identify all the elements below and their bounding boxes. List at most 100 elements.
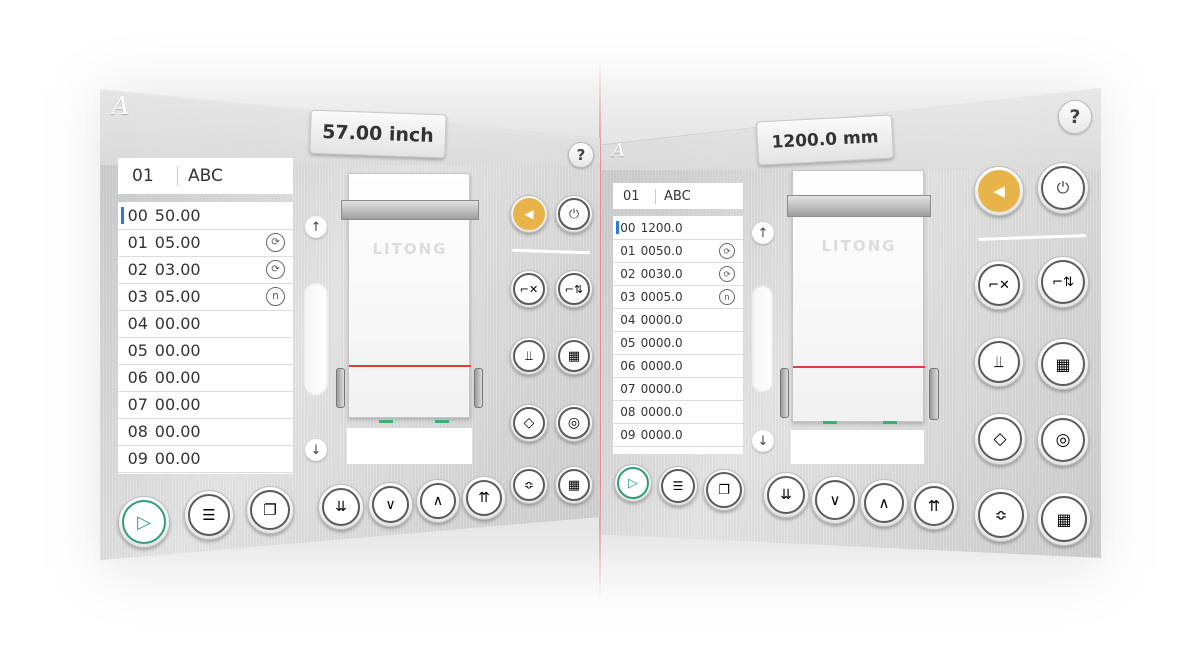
left-target-button[interactable]: ◎ (555, 404, 593, 442)
right-step-list[interactable]: 00 1200.0 01 0050.0 ⟳ 02 0030.0 ⟳ 03 0005.0 n 04 000… (613, 216, 743, 454)
list-item[interactable]: 03 05.00 n (118, 283, 293, 311)
right-clamp-updown-button[interactable]: ◇ (974, 413, 1026, 465)
right-copy-button[interactable]: ❐ (703, 469, 745, 511)
list-item[interactable]: 00 50.00 (118, 202, 293, 230)
program-number: 01 (132, 166, 154, 186)
program-number: 01 (623, 188, 640, 204)
right-air-table-button[interactable]: ⫫ (974, 337, 1024, 387)
list-item[interactable]: 04 00.00 (118, 310, 293, 338)
list-item[interactable]: 02 03.00 ⟳ (118, 256, 293, 284)
list-item[interactable]: 07 0000.0 (613, 377, 743, 401)
left-scrollbar[interactable] (303, 282, 328, 396)
left-knife-adjust-button[interactable]: ⌐⇅ (555, 270, 593, 308)
step-value: 0005.0 (640, 289, 683, 304)
right-target-button[interactable]: ◎ (1037, 414, 1089, 466)
left-help-button[interactable]: ? (568, 142, 594, 168)
left-cut-line (349, 365, 471, 367)
step-number: 05 (620, 335, 636, 350)
right-grid-button[interactable]: ▦ (1037, 492, 1091, 546)
left-side-guide-right (474, 368, 483, 408)
list-item[interactable]: 03 0005.0 n (613, 285, 743, 309)
left-fast-up-button[interactable]: ⇈ (462, 476, 506, 520)
step-value: 50.00 (154, 206, 201, 225)
right-help-button[interactable]: ? (1058, 100, 1092, 134)
right-scrollbar[interactable] (751, 285, 773, 393)
step-value: 0000.0 (640, 381, 683, 396)
left-input-field[interactable] (347, 428, 472, 464)
list-item[interactable]: 07 00.00 (118, 391, 293, 419)
right-up-button[interactable]: ∧ (860, 479, 908, 527)
step-value: 00.00 (154, 368, 201, 387)
list-item[interactable]: 01 0050.0 ⟳ (613, 239, 743, 263)
step-number: 02 (620, 266, 636, 281)
left-brand-logo: A (112, 92, 130, 120)
left-green-marker-b (435, 420, 449, 423)
knife-x-icon: ⌐✕ (519, 282, 539, 296)
list-item[interactable]: 08 0000.0 (613, 400, 743, 424)
left-air-table-button[interactable]: ⫫ (510, 337, 548, 375)
step-value: 0000.0 (640, 404, 683, 419)
air-table-icon: ⫫ (994, 352, 1004, 371)
list-item[interactable]: 05 00.00 (118, 337, 293, 365)
list-item[interactable]: 04 0000.0 (613, 308, 743, 332)
list-item[interactable]: 06 0000.0 (613, 354, 743, 378)
left-grid-button[interactable]: ▦ (555, 466, 593, 504)
step-value: 00.00 (154, 449, 201, 468)
left-back-button[interactable]: ◀ (510, 195, 548, 233)
right-scroll-up-icon[interactable]: ↑ (752, 222, 774, 244)
step-number: 00 (620, 220, 636, 235)
right-fast-up-button[interactable]: ⇈ (910, 482, 958, 530)
left-copy-button[interactable]: ❐ (246, 486, 294, 534)
left-auto-button[interactable]: ≎ (510, 466, 548, 504)
left-play-button[interactable]: ▷ (118, 496, 170, 548)
right-knife-x-button[interactable]: ⌐✕ (974, 260, 1024, 310)
left-down-button[interactable]: ∨ (368, 482, 413, 527)
n-times-icon: n (719, 288, 735, 305)
right-auto-button[interactable]: ≎ (974, 488, 1028, 542)
left-up-button[interactable]: ∧ (416, 479, 460, 523)
left-machine-label: LITONG (372, 240, 448, 258)
right-input-field[interactable] (791, 430, 924, 464)
left-step-list[interactable]: 00 50.00 01 05.00 ⟳ 02 03.00 ⟳ 03 05.00 n 04 00.00 05… (118, 202, 293, 474)
right-fast-down-button[interactable]: ⇊ (763, 472, 809, 518)
list-item[interactable]: 01 05.00 ⟳ (118, 229, 293, 257)
right-machine-body: LITONG (787, 170, 931, 424)
right-power-button[interactable]: ⏻ (1037, 162, 1089, 214)
right-measurement-display: 1200.0 mm (755, 114, 895, 166)
left-knife-x-button[interactable]: ⌐✕ (510, 270, 548, 308)
list-item[interactable]: 08 00.00 (118, 418, 293, 446)
grid-icon: ▦ (567, 477, 581, 493)
left-insert-button[interactable]: ☰ (184, 490, 234, 540)
left-scroll-up-icon[interactable]: ↑ (305, 216, 327, 238)
list-item[interactable]: 05 0000.0 (613, 331, 743, 355)
right-back-icon: ◀ (993, 182, 1005, 200)
list-item[interactable]: 06 00.00 (118, 364, 293, 392)
list-item[interactable]: 09 00.00 (118, 445, 293, 473)
right-calculator-button[interactable]: ▦ (1037, 338, 1089, 390)
help-icon: ? (576, 146, 586, 164)
left-power-button[interactable]: ⏻ (555, 195, 593, 233)
insert-rows-icon: ☰ (202, 506, 216, 524)
list-item[interactable]: 02 0030.0 ⟳ (613, 262, 743, 286)
right-play-button[interactable]: ▷ (614, 464, 652, 502)
left-fast-down-button[interactable]: ⇊ (318, 484, 364, 530)
right-down-button[interactable]: ∨ (811, 476, 859, 524)
right-scroll-down-icon[interactable]: ↓ (752, 430, 774, 452)
step-value: 0000.0 (640, 358, 683, 373)
left-scroll-down-icon[interactable]: ↓ (305, 439, 327, 461)
knife-x-icon: ⌐✕ (988, 277, 1010, 293)
list-item[interactable]: 09 0000.0 (613, 423, 743, 447)
right-program-header[interactable]: 01 ABC (613, 183, 743, 209)
right-knife-adjust-button[interactable]: ⌐⇅ (1037, 256, 1089, 308)
up-down-diamond-icon: ◇ (993, 429, 1007, 449)
chevron-up-icon: ∧ (878, 494, 890, 512)
right-back-button[interactable]: ◀ (974, 166, 1024, 216)
left-clamp-updown-button[interactable]: ◇ (510, 404, 548, 442)
list-item[interactable]: 00 1200.0 (613, 216, 743, 240)
power-icon: ⏻ (568, 206, 580, 222)
left-calculator-button[interactable]: ▦ (555, 337, 593, 375)
right-insert-button[interactable]: ☰ (658, 466, 698, 506)
left-program-header[interactable]: 01 ABC (118, 158, 293, 194)
double-chevron-down-icon: ⇊ (335, 499, 347, 515)
step-number: 05 (127, 341, 148, 360)
